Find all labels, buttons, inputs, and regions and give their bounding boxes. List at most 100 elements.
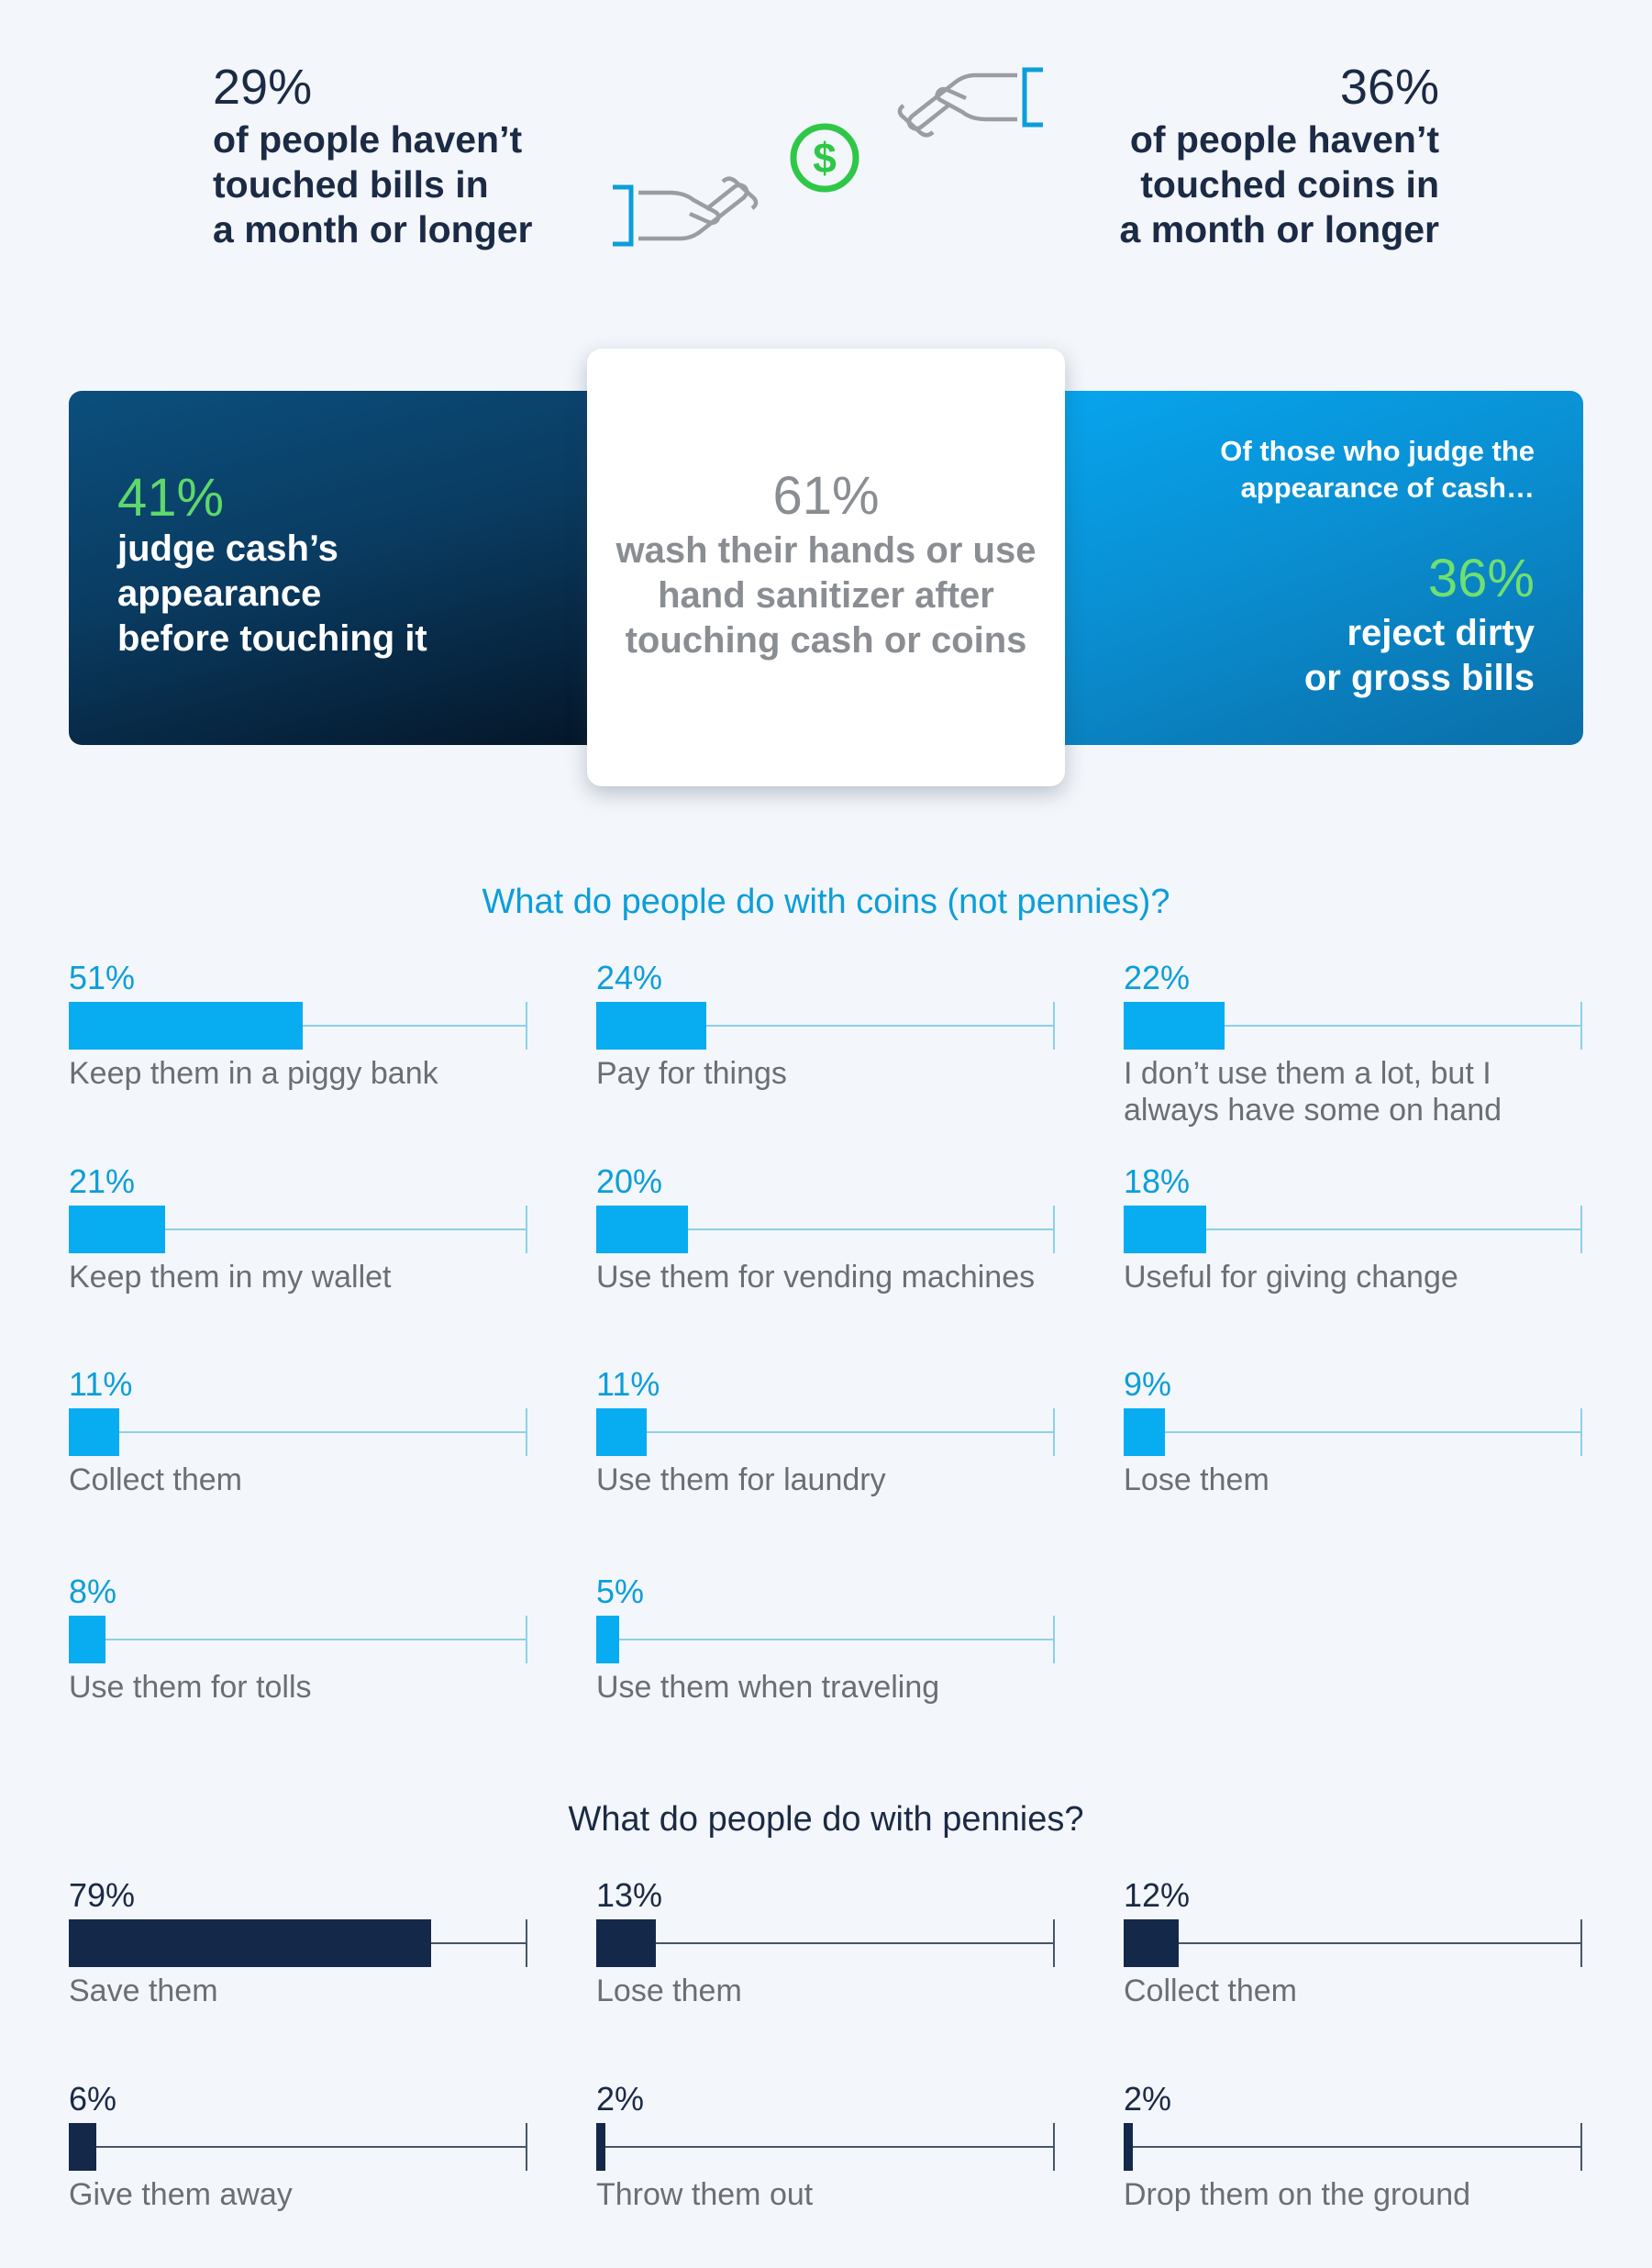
penny-bar bbox=[69, 1919, 431, 1967]
penny-bar-endcap bbox=[1053, 2123, 1055, 2171]
coin-bar-category-label: Lose them bbox=[1124, 1462, 1269, 1497]
coin-bar-track bbox=[1124, 1408, 1582, 1456]
judge-appearance-banner: 41% judge cash’s appearance before touch… bbox=[69, 391, 619, 745]
coin-bar bbox=[69, 1408, 119, 1456]
coin-bar-value-label: 11% bbox=[596, 1365, 660, 1403]
coin-bar bbox=[596, 1616, 619, 1663]
bills-stat-text: of people haven’t touched bills in a mon… bbox=[213, 118, 533, 250]
penny-bar-baseline bbox=[596, 2146, 1055, 2148]
penny-bar-item: 2% Drop them on the ground bbox=[1124, 2079, 1582, 2213]
coin-bar bbox=[1124, 1002, 1225, 1050]
penny-bar-item: 79% Save them bbox=[69, 1875, 527, 2009]
penny-bar-value-label: 2% bbox=[1124, 2080, 1172, 2118]
coins-chart-title: What do people do with coins (not pennie… bbox=[482, 883, 1170, 921]
penny-bar bbox=[596, 2123, 605, 2171]
coin-bar-value-label: 20% bbox=[596, 1162, 663, 1200]
coin-bar-item: 11% Use them for laundry bbox=[596, 1364, 1055, 1498]
coin-bar-baseline bbox=[596, 1228, 1055, 1230]
coin-bar-item: 51% Keep them in a piggy bank bbox=[69, 958, 527, 1092]
coins-stat: 36% of people haven’t touched coins in a… bbox=[1120, 57, 1440, 252]
coin-bar-track bbox=[69, 1002, 527, 1050]
coin-bar-baseline bbox=[69, 1228, 527, 1230]
penny-bar-track bbox=[69, 1919, 527, 1967]
reject-dirty-percent: 36% bbox=[1427, 549, 1535, 608]
coin-bar-category-label: Use them for vending machines bbox=[596, 1260, 1036, 1295]
coin-bar-endcap bbox=[1580, 1002, 1582, 1050]
coin-bar-baseline bbox=[1124, 1228, 1582, 1230]
coin-bar bbox=[69, 1206, 165, 1253]
coin-bar-category-label: Pay for things bbox=[596, 1056, 787, 1091]
penny-bar-track bbox=[596, 1919, 1055, 1967]
coin-bar bbox=[69, 1002, 303, 1050]
penny-bar-endcap bbox=[526, 2123, 527, 2171]
coin-bar-baseline bbox=[1124, 1025, 1582, 1027]
penny-bar-category-label: Collect them bbox=[1124, 1973, 1297, 2008]
hand-receive-icon bbox=[613, 176, 759, 247]
penny-bar-item: 13% Lose them bbox=[596, 1875, 1055, 2009]
coin-bar-category-label: Collect them bbox=[69, 1462, 242, 1497]
wash-hands-text: wash their hands or use hand sanitizer a… bbox=[615, 530, 1037, 661]
penny-bar-baseline bbox=[1124, 2146, 1582, 2148]
penny-bar-endcap bbox=[1580, 2123, 1582, 2171]
penny-bar-value-label: 79% bbox=[69, 1876, 136, 1914]
penny-bar-baseline bbox=[69, 2146, 527, 2148]
coin-bar-endcap bbox=[1580, 1206, 1582, 1253]
coin-bar-item: 11% Collect them bbox=[69, 1364, 527, 1498]
penny-bar-endcap bbox=[1053, 1919, 1055, 1967]
penny-bar-track bbox=[1124, 1919, 1582, 1967]
penny-bar-endcap bbox=[526, 1919, 527, 1967]
hand-give-icon bbox=[897, 67, 1043, 138]
penny-bar-value-label: 6% bbox=[69, 2080, 117, 2118]
coin-bar-category-label: Useful for giving change bbox=[1124, 1260, 1458, 1295]
coin-bar-track bbox=[69, 1206, 527, 1253]
penny-bar-category-label: Save them bbox=[69, 1973, 218, 2008]
coin-bar-value-label: 22% bbox=[1124, 959, 1191, 996]
coin-bar-endcap bbox=[1053, 1408, 1055, 1456]
dollar-sign: $ bbox=[813, 134, 837, 182]
coin-bar-item: 5% Use them when traveling bbox=[596, 1572, 1055, 1706]
penny-bar-value-label: 12% bbox=[1124, 1876, 1191, 1914]
coin-bar bbox=[596, 1206, 688, 1253]
wash-hands-percent: 61% bbox=[772, 466, 880, 526]
coin-bar-baseline bbox=[69, 1639, 527, 1640]
coin-bar-category-label: Keep them in my wallet bbox=[69, 1260, 392, 1295]
penny-bar-category-label: Throw them out bbox=[596, 2177, 814, 2212]
coin-bar-baseline bbox=[596, 1639, 1055, 1640]
coin-bar-track bbox=[69, 1616, 527, 1663]
judge-appearance-percent: 41% bbox=[117, 468, 225, 528]
reject-dirty-intro: Of those who judge the appearance of cas… bbox=[1220, 435, 1535, 504]
coin-bar-item: 21% Keep them in my wallet bbox=[69, 1162, 527, 1295]
pennies-chart-title: What do people do with pennies? bbox=[568, 1800, 1084, 1839]
reject-dirty-text: reject dirty or gross bills bbox=[1303, 613, 1535, 698]
penny-bar-category-label: Lose them bbox=[596, 1973, 742, 2008]
coin-bar-category-label: Use them when traveling bbox=[596, 1670, 940, 1705]
coin-bar-value-label: 8% bbox=[69, 1573, 117, 1610]
penny-bar bbox=[1124, 2123, 1133, 2171]
coin-bar-item: 8% Use them for tolls bbox=[69, 1572, 527, 1706]
penny-bar bbox=[69, 2123, 96, 2171]
coin-bar-item: 24% Pay for things bbox=[596, 958, 1055, 1092]
wash-hands-card: 61% wash their hands or use hand sanitiz… bbox=[587, 349, 1065, 786]
coin-bar-baseline bbox=[1124, 1431, 1582, 1433]
bills-stat-percent: 29% bbox=[213, 60, 313, 115]
coin-bar bbox=[69, 1616, 105, 1663]
penny-bar-baseline bbox=[1124, 1942, 1582, 1944]
coin-bar-value-label: 9% bbox=[1124, 1365, 1172, 1403]
coin-bar-baseline bbox=[69, 1431, 527, 1433]
coin-bar-value-label: 11% bbox=[69, 1365, 133, 1403]
coin-bar bbox=[1124, 1206, 1206, 1253]
coin-bar-category-label: Use them for laundry bbox=[596, 1462, 886, 1497]
penny-bar bbox=[1124, 1919, 1179, 1967]
coin-bar bbox=[1124, 1408, 1165, 1456]
coin-bar-endcap bbox=[526, 1002, 527, 1050]
penny-bar-track bbox=[69, 2123, 527, 2171]
coin-bar-track bbox=[596, 1616, 1055, 1663]
coin-bar-category-label: I don’t use them a lot, but I always hav… bbox=[1124, 1056, 1502, 1128]
penny-bar-track bbox=[596, 2123, 1055, 2171]
coin-bar-category-label: Keep them in a piggy bank bbox=[69, 1056, 438, 1091]
penny-bar-value-label: 13% bbox=[596, 1876, 663, 1914]
coin-bar-endcap bbox=[526, 1206, 527, 1253]
penny-bar-value-label: 2% bbox=[596, 2080, 645, 2118]
coin-bar-endcap bbox=[526, 1408, 527, 1456]
penny-bar-baseline bbox=[596, 1942, 1055, 1944]
